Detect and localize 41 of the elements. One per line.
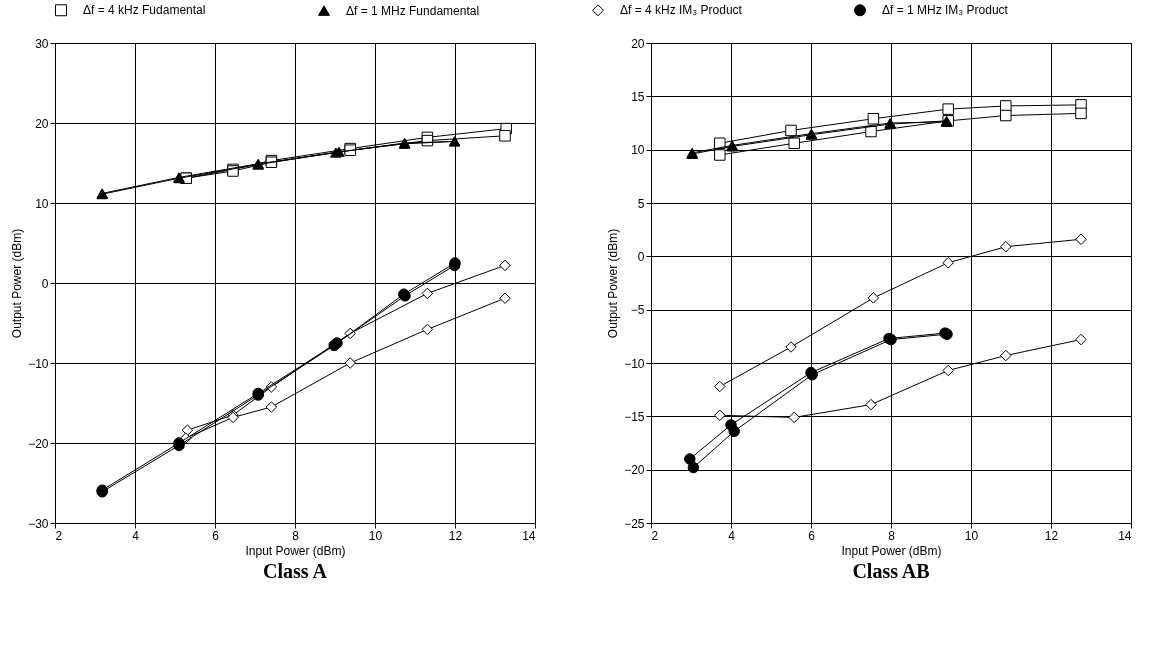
- x-tick-label: 10: [368, 528, 383, 543]
- x-tick-label: 4: [728, 528, 736, 543]
- legend-label: Δf = 1 MHz Fundamental: [346, 3, 480, 18]
- x-tick-label: 12: [1044, 528, 1059, 543]
- y-tick-label: 10: [631, 143, 645, 158]
- y-tick-label: 30: [35, 36, 49, 51]
- x-tick-label: 8: [292, 528, 300, 543]
- y-tick-label: 10: [35, 196, 49, 211]
- x-axis-title: Input Power (dBm): [841, 543, 942, 558]
- legend-label: Δf = 4 kHz IM₃ Product: [620, 3, 743, 18]
- x-tick-label: 14: [1118, 528, 1132, 543]
- y-axis-title: Output Power (dBm): [10, 228, 25, 339]
- y-tick-label: 5: [637, 196, 645, 211]
- y-axis-title: Output Power (dBm): [606, 228, 621, 339]
- text: Class A: [263, 560, 328, 582]
- x-tick-label: 2: [55, 528, 63, 543]
- x-tick-label: 2: [651, 528, 659, 543]
- y-tick-label: 0: [637, 249, 645, 264]
- y-tick-label: −10: [28, 356, 49, 371]
- y-tick-label: 20: [631, 36, 645, 51]
- y-tick-label: 20: [35, 116, 49, 131]
- y-tick-label: −15: [624, 409, 645, 424]
- x-tick-label: 8: [888, 528, 896, 543]
- text: Class AB: [852, 560, 930, 582]
- y-tick-label: −25: [624, 516, 645, 531]
- x-tick-label: 12: [448, 528, 463, 543]
- x-tick-label: 6: [212, 528, 220, 543]
- legend-label: Δf = 1 MHz IM₃ Product: [882, 3, 1009, 18]
- x-tick-label: 10: [964, 528, 979, 543]
- y-tick-label: −5: [630, 303, 645, 318]
- x-axis-title: Input Power (dBm): [245, 543, 346, 558]
- x-tick-label: 4: [132, 528, 140, 543]
- y-tick-label: 0: [41, 276, 49, 291]
- legend-label: Δf = 4 kHz Fudamental: [83, 3, 206, 18]
- y-tick-label: 15: [631, 89, 645, 104]
- x-tick-label: 14: [522, 528, 536, 543]
- y-tick-label: −20: [28, 436, 49, 451]
- x-tick-label: 6: [808, 528, 816, 543]
- y-tick-label: −10: [624, 356, 645, 371]
- y-tick-label: −20: [624, 463, 645, 478]
- y-tick-label: −30: [28, 516, 49, 531]
